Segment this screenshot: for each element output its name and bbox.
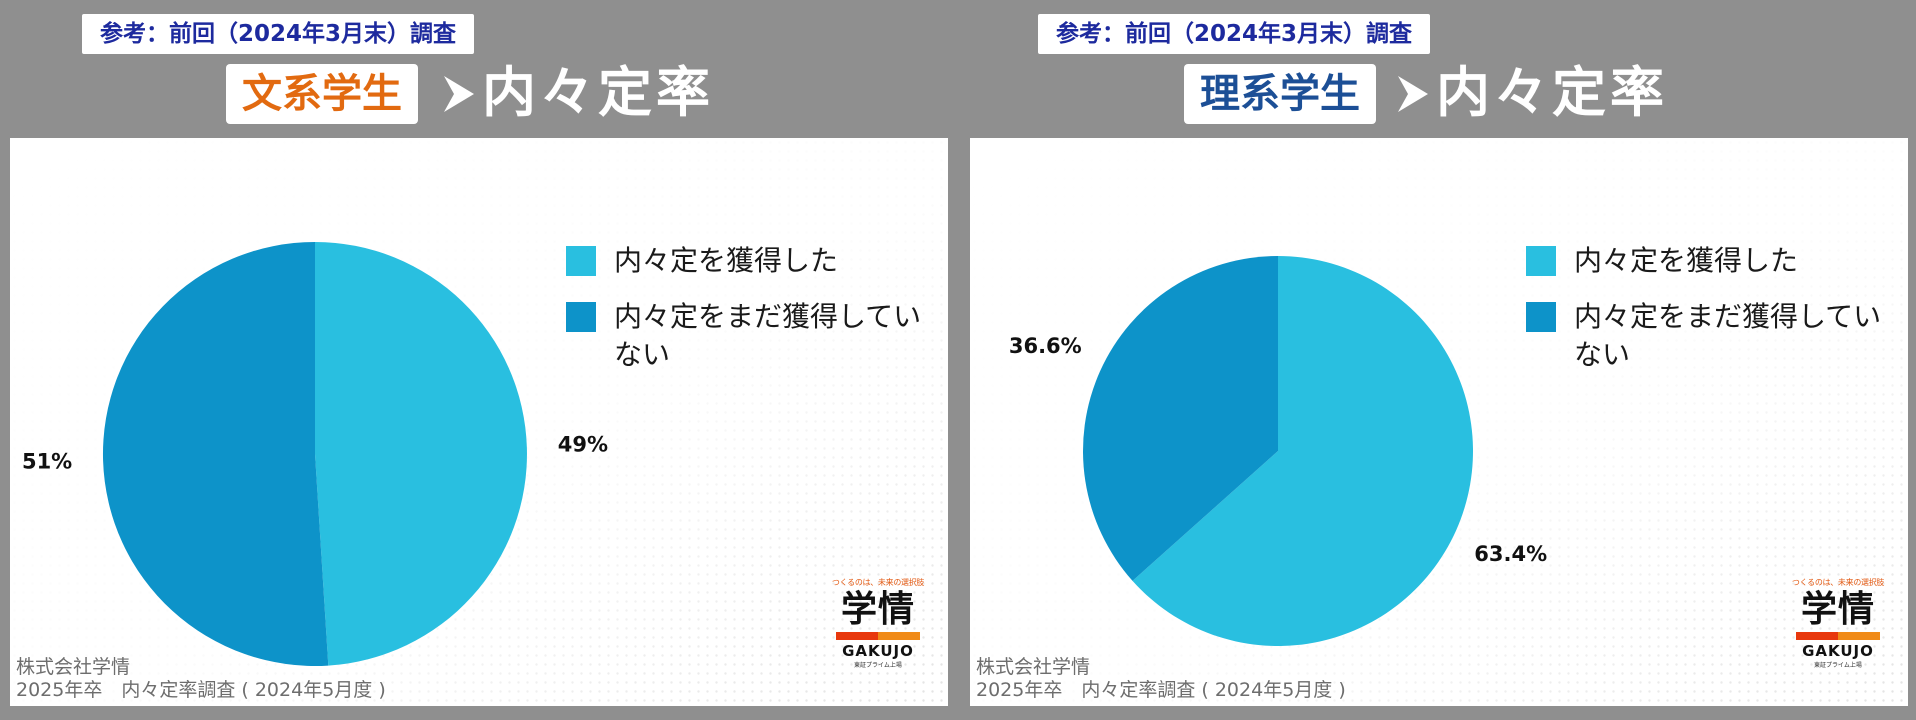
logo-mark: 学情 xyxy=(840,589,915,630)
source-company: 株式会社学情 xyxy=(16,656,131,678)
chevron-right-icon xyxy=(444,76,474,112)
legend-swatch xyxy=(1526,246,1556,276)
slice-not-acquired xyxy=(1083,256,1278,581)
logo-sub: 東証プライム上場 xyxy=(1814,662,1862,669)
gakujo-logo: つくるのは、未来の選択肢 学情 GAKUJO 東証プライム上場 xyxy=(828,578,928,690)
chart-card: 49% 51% 内々定を獲得した 内々定をまだ獲得していない 株式会社学情 202… xyxy=(10,138,948,706)
slice-not-acquired xyxy=(102,242,329,666)
legend-item-acquired: 内々定を獲得した xyxy=(1526,242,1886,280)
legend-swatch xyxy=(1526,302,1556,332)
logo-tagline: つくるのは、未来の選択肢 xyxy=(831,578,925,587)
legend-label: 内々定をまだ獲得していない xyxy=(614,300,922,371)
group-label: 文系学生 xyxy=(226,64,418,124)
pie-chart: 49% 51% xyxy=(22,242,608,666)
source-survey: 2025年卒 内々定率調査 ( 2024年5月度 ) xyxy=(16,679,386,701)
logo-mark: 学情 xyxy=(1800,589,1875,630)
legend: 内々定を獲得した 内々定をまだ獲得していない xyxy=(1526,242,1886,392)
source-survey: 2025年卒 内々定率調査 ( 2024年5月度 ) xyxy=(976,679,1346,701)
data-label: 63.4% xyxy=(1474,542,1547,566)
data-label: 51% xyxy=(22,449,72,473)
panel-humanities: 参考：前回（2024年3月末）調査 文系学生 内々定率 49% 51% xyxy=(10,0,960,720)
legend-label: 内々定をまだ獲得していない xyxy=(1574,300,1882,371)
legend-swatch xyxy=(566,246,596,276)
logo-bar xyxy=(836,632,920,640)
source-company: 株式会社学情 xyxy=(976,656,1091,678)
reference-label: 参考：前回（2024年3月末）調査 xyxy=(1038,14,1431,54)
data-label: 36.6% xyxy=(1009,334,1082,358)
chart-card: 63.4% 36.6% 内々定を獲得した 内々定をまだ獲得していない 株式会社学情… xyxy=(970,138,1908,706)
chevron-right-icon xyxy=(1398,76,1428,112)
logo-word: GAKUJO xyxy=(842,642,914,660)
source-note: 株式会社学情 2025年卒 内々定率調査 ( 2024年5月度 ) xyxy=(976,656,1346,702)
slice-acquired xyxy=(1132,256,1474,647)
pie-chart: 63.4% 36.6% xyxy=(1009,256,1547,647)
logo-bar xyxy=(1796,632,1880,640)
logo-word: GAKUJO xyxy=(1802,642,1874,660)
panel-science: 参考：前回（2024年3月末）調査 理系学生 内々定率 63.4% 36.6% xyxy=(970,0,1916,720)
data-label: 49% xyxy=(558,433,608,457)
slice-acquired xyxy=(315,242,527,666)
legend: 内々定を獲得した 内々定をまだ獲得していない xyxy=(566,242,926,392)
group-label: 理系学生 xyxy=(1184,64,1376,124)
legend-item-acquired: 内々定を獲得した xyxy=(566,242,926,280)
source-note: 株式会社学情 2025年卒 内々定率調査 ( 2024年5月度 ) xyxy=(16,656,386,702)
logo-sub: 東証プライム上場 xyxy=(854,662,902,669)
legend-label: 内々定を獲得した xyxy=(1574,244,1799,277)
legend-swatch xyxy=(566,302,596,332)
logo-tagline: つくるのは、未来の選択肢 xyxy=(1791,578,1885,587)
gakujo-logo: つくるのは、未来の選択肢 学情 GAKUJO 東証プライム上場 xyxy=(1788,578,1888,690)
chart-title: 内々定率 xyxy=(482,61,714,124)
legend-label: 内々定を獲得した xyxy=(614,244,839,277)
legend-item-not-acquired: 内々定をまだ獲得していない xyxy=(566,298,926,374)
reference-label: 参考：前回（2024年3月末）調査 xyxy=(82,14,475,54)
chart-title: 内々定率 xyxy=(1436,61,1668,124)
legend-item-not-acquired: 内々定をまだ獲得していない xyxy=(1526,298,1886,374)
